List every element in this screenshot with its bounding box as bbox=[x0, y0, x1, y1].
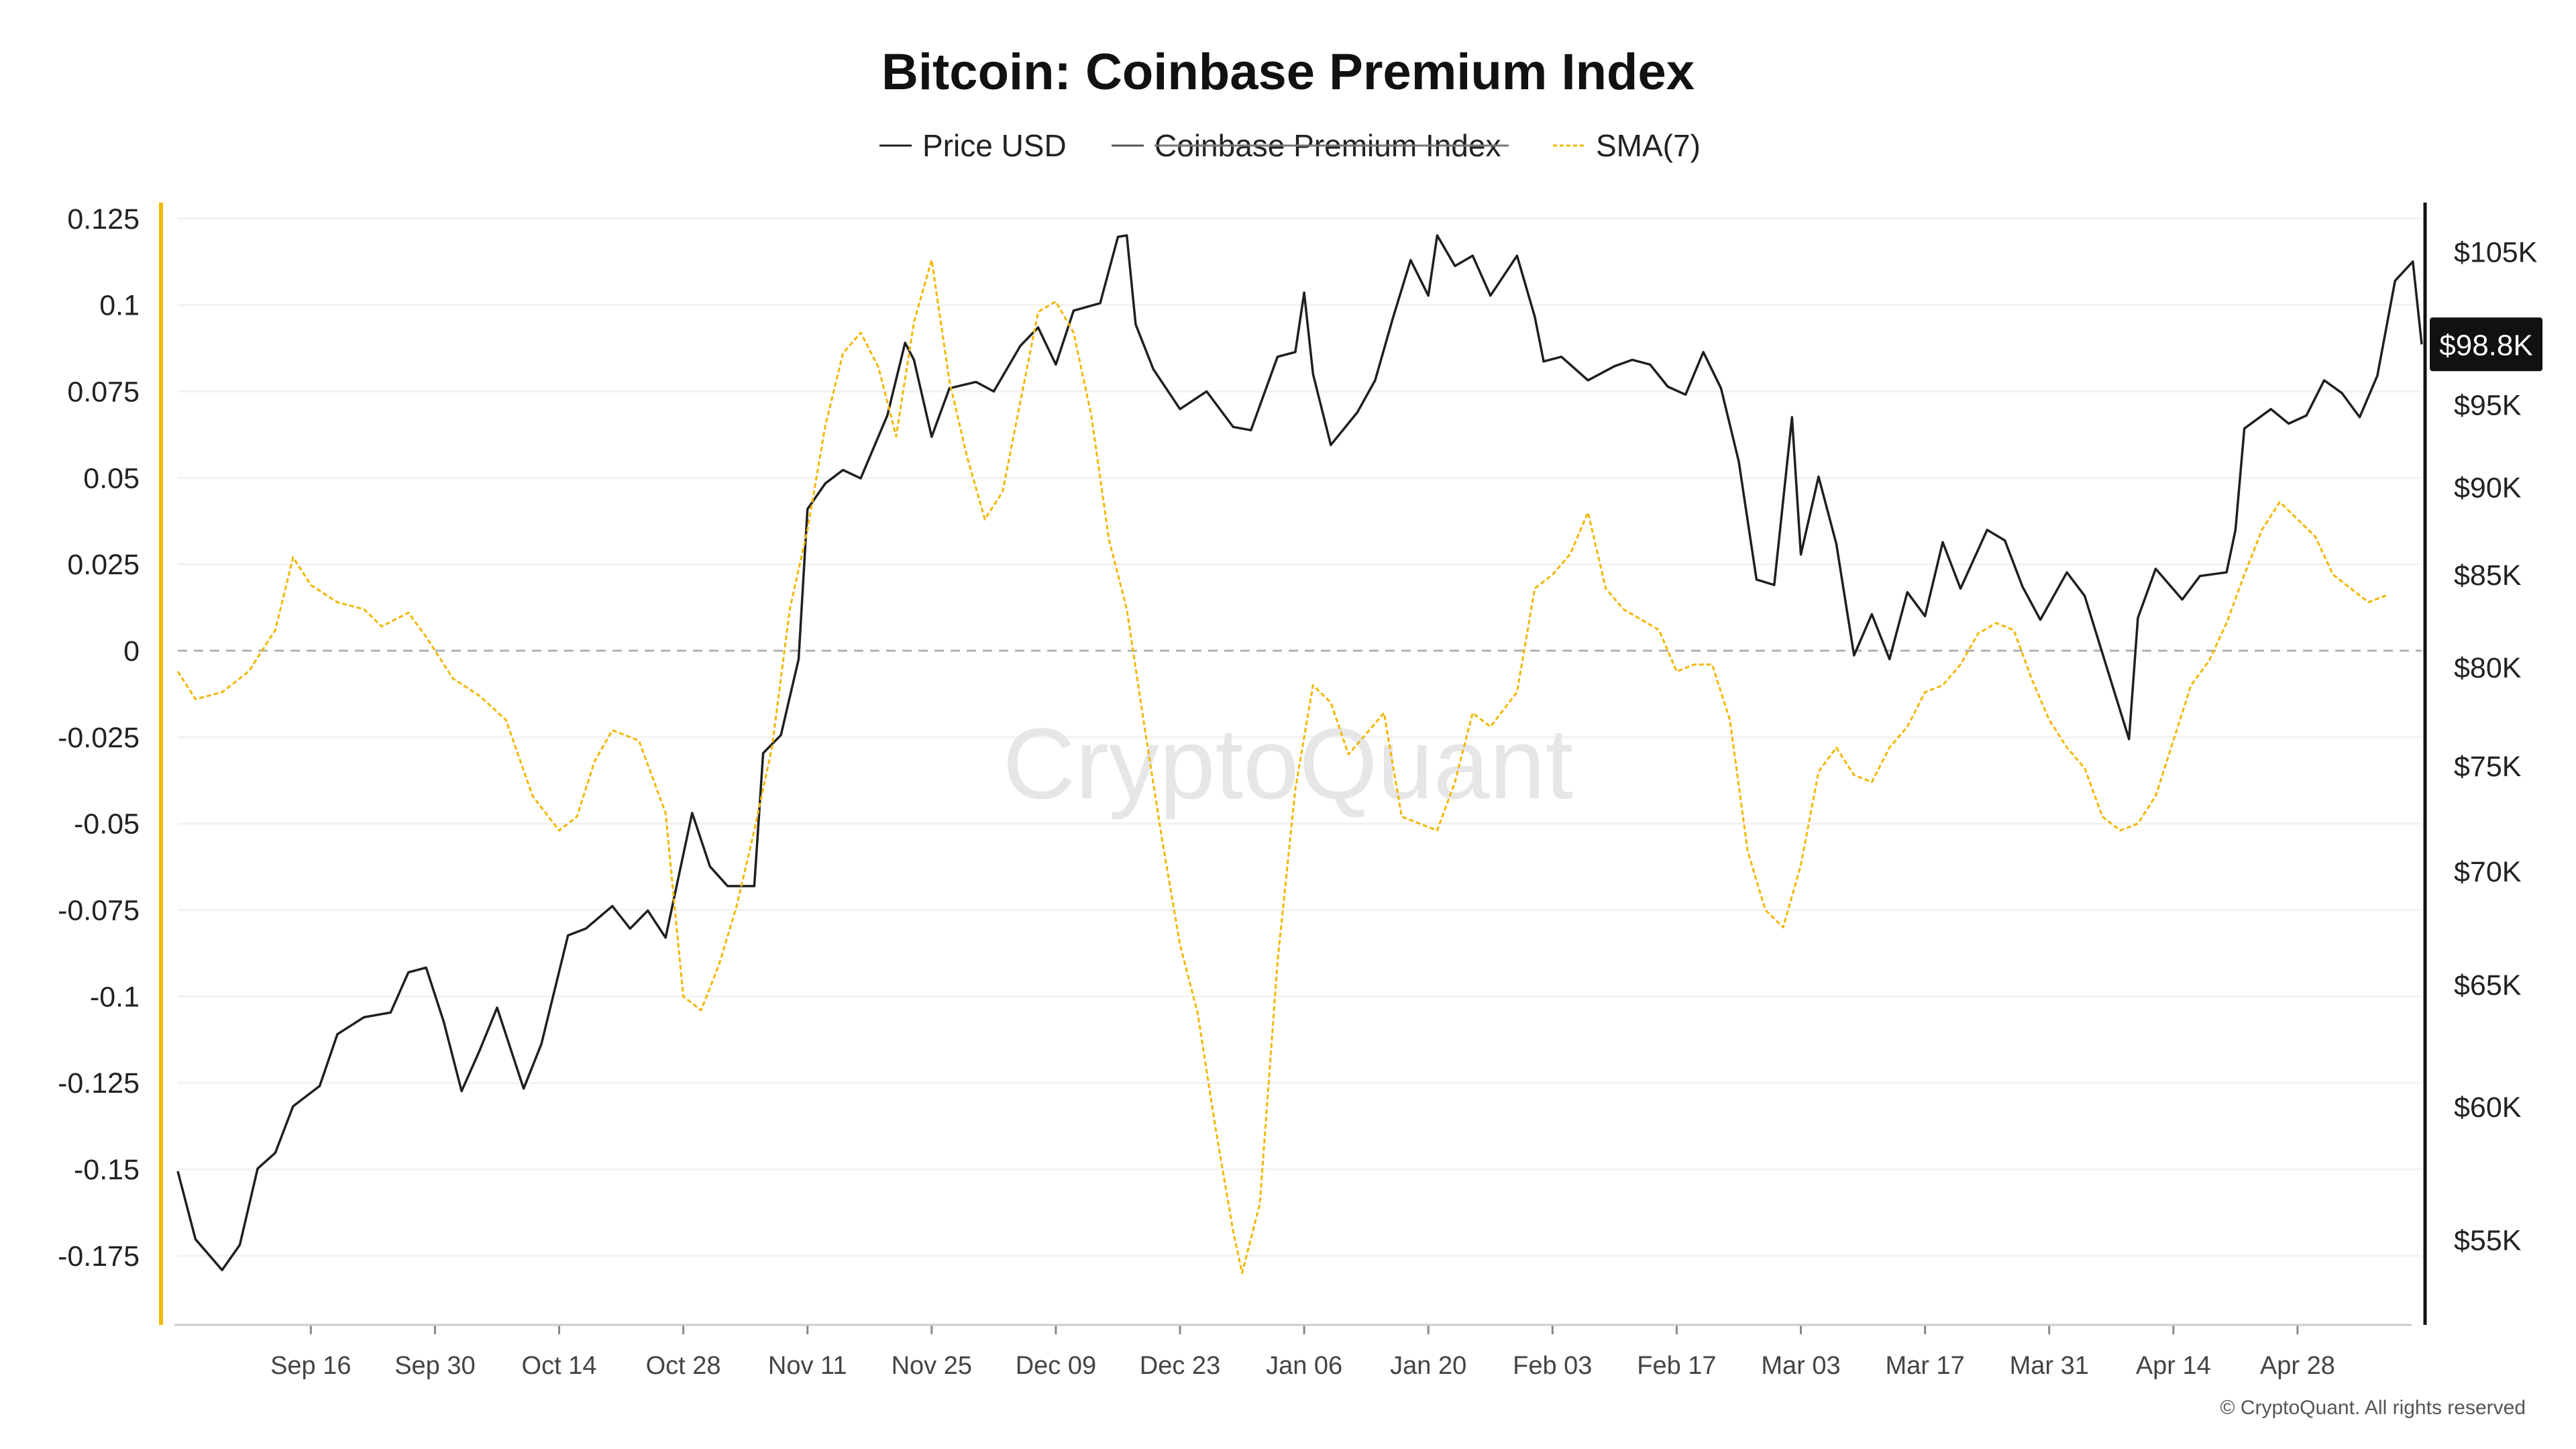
current-price-badge: $98.8K bbox=[2430, 317, 2542, 372]
x-tick-label: Jan 06 bbox=[1266, 1352, 1342, 1380]
left-tick-label: 0.025 bbox=[67, 549, 140, 581]
watermark-text: CryptoQuant bbox=[1003, 707, 1573, 820]
legend-label: SMA(7) bbox=[1596, 128, 1701, 163]
x-tick-label: Nov 25 bbox=[892, 1352, 972, 1380]
series-group bbox=[176, 234, 2423, 1275]
x-tick-label: Apr 28 bbox=[2260, 1352, 2335, 1380]
x-tick-label: Feb 17 bbox=[1637, 1352, 1716, 1380]
chart-title: Bitcoin: Coinbase Premium Index bbox=[881, 44, 1695, 101]
left-tick-label: 0.05 bbox=[83, 462, 140, 494]
legend: Price USD Coinbase Premium Index SMA(7) bbox=[879, 128, 1701, 163]
x-tick-label: Apr 14 bbox=[2136, 1352, 2211, 1380]
left-tick-label: -0.15 bbox=[74, 1154, 140, 1186]
right-tick-label: $55K bbox=[2454, 1224, 2522, 1256]
left-tick-label: -0.05 bbox=[74, 808, 140, 841]
legend-item[interactable]: Price USD bbox=[879, 128, 1067, 163]
right-tick-label: $65K bbox=[2454, 969, 2522, 1002]
left-tick-label: -0.125 bbox=[58, 1067, 140, 1099]
right-tick-label: $105K bbox=[2454, 237, 2538, 269]
left-axis-ticks: 0.125 0.1 0.075 0.05 0.025 0 -0.025 -0.05 -0.075… bbox=[58, 203, 140, 1273]
left-tick-label: 0.075 bbox=[67, 376, 140, 408]
left-tick-label: 0.125 bbox=[67, 203, 140, 235]
x-axis-ticks: Sep 16 Sep 30 Oct 14 Oct 28 Nov 11 Nov 25 Dec … bbox=[270, 1325, 2335, 1380]
right-tick-label: $95K bbox=[2454, 390, 2522, 422]
gridlines bbox=[178, 217, 2422, 1257]
left-tick-label: -0.1 bbox=[90, 981, 140, 1013]
x-tick-label: Sep 30 bbox=[394, 1352, 475, 1380]
legend-item[interactable]: SMA(7) bbox=[1553, 128, 1701, 163]
x-tick-label: Oct 14 bbox=[522, 1352, 597, 1380]
x-tick-label: Dec 09 bbox=[1016, 1352, 1096, 1380]
price-usd-line bbox=[176, 234, 2423, 1272]
left-tick-label: 0 bbox=[123, 635, 140, 667]
copyright: © CryptoQuant. All rights reserved bbox=[2220, 1397, 2526, 1419]
right-tick-label: $75K bbox=[2454, 751, 2522, 783]
legend-label: Price USD bbox=[922, 128, 1067, 163]
right-tick-label: $90K bbox=[2454, 472, 2522, 504]
left-tick-label: -0.175 bbox=[58, 1240, 140, 1273]
left-tick-label: 0.1 bbox=[99, 290, 140, 322]
right-axis-ticks: $105K $95K $90K $85K $80K $75K $70K $65K $60K $55… bbox=[2454, 237, 2538, 1257]
x-tick-label: Dec 23 bbox=[1140, 1352, 1220, 1380]
right-tick-label: $60K bbox=[2454, 1091, 2522, 1124]
right-tick-label: $85K bbox=[2454, 559, 2522, 592]
current-price-badge-bg bbox=[2430, 317, 2542, 372]
x-tick-label: Feb 03 bbox=[1513, 1352, 1592, 1380]
sma7-line bbox=[176, 259, 2387, 1275]
right-tick-label: $80K bbox=[2454, 652, 2522, 684]
watermark: CryptoQuant bbox=[1003, 707, 1573, 820]
x-tick-label: Sep 16 bbox=[270, 1352, 351, 1380]
x-tick-label: Mar 31 bbox=[2010, 1352, 2089, 1380]
current-price-label: $98.8K bbox=[2439, 329, 2532, 362]
x-tick-label: Mar 17 bbox=[1885, 1352, 1964, 1380]
left-tick-label: -0.025 bbox=[58, 722, 140, 754]
right-tick-label: $70K bbox=[2454, 856, 2522, 888]
x-tick-label: Oct 28 bbox=[646, 1352, 721, 1380]
legend-item[interactable]: Coinbase Premium Index bbox=[1112, 128, 1509, 163]
left-tick-label: -0.075 bbox=[58, 895, 140, 927]
x-tick-label: Mar 03 bbox=[1761, 1352, 1840, 1380]
x-tick-label: Nov 11 bbox=[768, 1352, 847, 1380]
x-tick-label: Jan 20 bbox=[1390, 1352, 1466, 1380]
